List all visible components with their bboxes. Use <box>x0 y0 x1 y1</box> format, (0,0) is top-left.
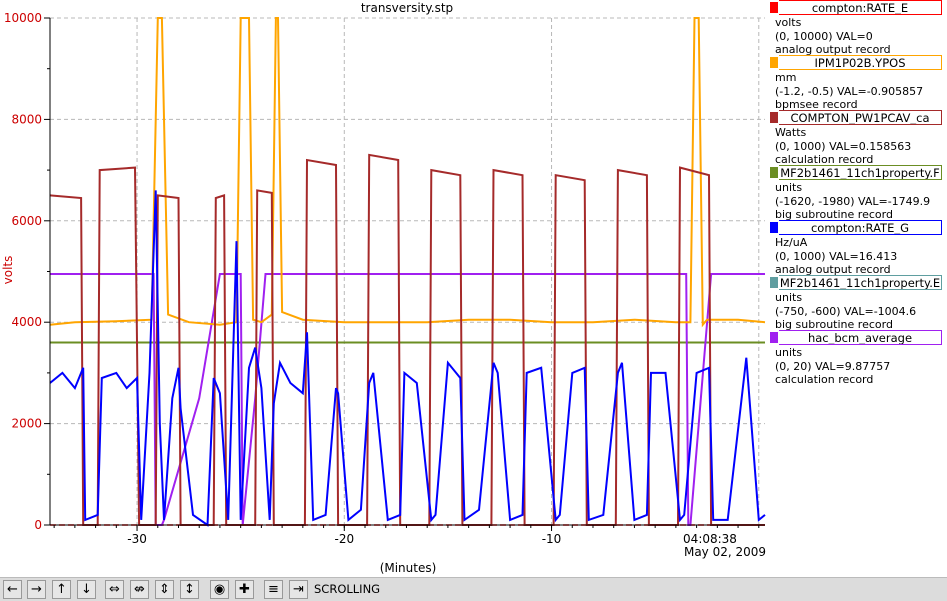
time-label: 04:08:38 <box>683 532 737 546</box>
legend-detail-line: calculation record <box>775 373 874 386</box>
legend-series-name[interactable]: compton:RATE_G <box>779 220 942 235</box>
legend-detail-line: volts <box>775 16 802 29</box>
series-line-ipm1p02b-ypos <box>49 17 766 328</box>
legend-header: compton:RATE_G <box>767 220 947 236</box>
legend-detail-line: Watts <box>775 126 807 139</box>
y-tick-label: 8000 <box>11 112 42 126</box>
legend-detail-line: analog output record <box>775 43 891 56</box>
legend-header: compton:RATE_E <box>767 0 947 16</box>
series-line-compton-rate-g <box>49 190 766 527</box>
legend-detail-line: (-1620, -1980) VAL=-1749.9 <box>775 194 931 208</box>
arrow-right-icon: → <box>31 582 42 597</box>
legend-swatch <box>770 112 778 123</box>
circle-icon: ◉ <box>213 582 226 597</box>
legend-entry-mf2b1461-11ch1property-f[interactable]: MF2b1461_11ch1property.F units (-1620, -19… <box>767 165 947 222</box>
y-tick-label: 10000 <box>4 11 42 25</box>
y-tick-label: 6000 <box>11 214 42 228</box>
legend: compton:RATE_E volts (0, 10000) VAL=0 analo… <box>767 0 947 386</box>
legend-detail-line: (-750, -600) VAL=-1004.6 <box>775 304 917 318</box>
legend-detail-line: calculation record <box>775 153 874 166</box>
toolbar-button-skip[interactable]: ⇥ <box>289 580 308 599</box>
plus-icon: ✚ <box>239 582 250 597</box>
legend-swatch <box>770 277 778 288</box>
legend-series-name[interactable]: hac_bcm_average <box>779 330 942 345</box>
legend-header: IPM1P02B.YPOS <box>767 55 947 71</box>
legend-entry-compton-rate-e[interactable]: compton:RATE_E volts (0, 10000) VAL=0 analo… <box>767 0 947 57</box>
legend-series-name[interactable]: MF2b1461_11ch1property.E <box>779 275 942 290</box>
legend-detail-line: analog output record <box>775 263 891 276</box>
legend-detail-line: big subroutine record <box>775 318 893 331</box>
toolbar-button-arrow-right[interactable]: → <box>27 580 46 599</box>
legend-detail-line: (0, 1000) VAL=0.158563 <box>775 139 912 153</box>
legend-detail-line: bpmsee record <box>775 98 858 111</box>
legend-detail-line: Hz/uA <box>775 236 808 249</box>
x-tick-label: -30 <box>127 532 147 546</box>
legend-detail-line: units <box>775 291 803 304</box>
legend-header: MF2b1461_11ch1property.F <box>767 165 947 181</box>
y-axis-label: volts <box>1 256 15 285</box>
arrow-up-icon: ↑ <box>56 582 67 597</box>
toolbar-button-compress-horizontal[interactable]: ⇎ <box>130 580 149 599</box>
legend-entry-hac-bcm-average[interactable]: hac_bcm_average units (0, 20) VAL=9.87757 c… <box>767 330 947 387</box>
legend-entry-mf2b1461-11ch1property-e[interactable]: MF2b1461_11ch1property.E units (-750, -600… <box>767 275 947 332</box>
y-tick-label: 2000 <box>11 417 42 431</box>
legend-detail-line: mm <box>775 71 797 84</box>
legend-header: hac_bcm_average <box>767 330 947 346</box>
legend-swatch <box>770 167 778 178</box>
legend-entry-compton-pw1pcav-ca[interactable]: COMPTON_PW1PCAV_ca Watts (0, 1000) VAL=0.1… <box>767 110 947 167</box>
skip-icon: ⇥ <box>293 582 304 597</box>
toolbar-button-arrow-left[interactable]: ← <box>3 580 22 599</box>
legend-series-name[interactable]: MF2b1461_11ch1property.F <box>779 165 942 180</box>
chart-title: transversity.stp <box>361 1 453 15</box>
legend-entry-ipm1p02b-ypos[interactable]: IPM1P02B.YPOS mm (-1.2, -0.5) VAL=-0.90585… <box>767 55 947 112</box>
x-tick-label: -20 <box>334 532 354 546</box>
axes: 10000 8000 6000 4000 2000 0 -30 -20 -10 <box>4 11 765 546</box>
legend-series-name[interactable]: COMPTON_PW1PCAV_ca <box>779 110 942 125</box>
autoscale-icon: ≡ <box>268 582 279 597</box>
y-tick-label: 0 <box>34 518 42 532</box>
legend-series-name[interactable]: IPM1P02B.YPOS <box>779 55 942 70</box>
toolbar: SCROLLING ← → ↑ ↓ ⇔ ⇎ ⇕ ↕ ◉ ✚ ≡ ⇥ <box>0 577 947 601</box>
legend-series-name[interactable]: compton:RATE_E <box>779 0 942 15</box>
legend-swatch <box>770 2 778 13</box>
y-tick-label: 4000 <box>11 315 42 329</box>
date-label: May 02, 2009 <box>684 545 766 559</box>
compress-horizontal-icon: ⇎ <box>134 582 145 597</box>
toolbar-button-arrow-up[interactable]: ↑ <box>52 580 71 599</box>
x-axis-label: (Minutes) <box>380 561 437 575</box>
chart-plot: 10000 8000 6000 4000 2000 0 -30 -20 -10 transver… <box>1 1 766 575</box>
legend-detail-line: (0, 1000) VAL=16.413 <box>775 249 898 263</box>
scrolling-status-label: SCROLLING <box>314 582 381 596</box>
legend-detail-line: (0, 10000) VAL=0 <box>775 29 873 43</box>
legend-detail-line: big subroutine record <box>775 208 893 221</box>
series-line-compton-pw1pcav-ca <box>49 153 765 526</box>
toolbar-button-circle[interactable]: ◉ <box>210 580 229 599</box>
legend-detail-line: (0, 20) VAL=9.87757 <box>775 359 891 373</box>
toolbar-button-expand-vertical[interactable]: ⇕ <box>155 580 174 599</box>
toolbar-button-arrow-down[interactable]: ↓ <box>77 580 96 599</box>
legend-detail-line: (-1.2, -0.5) VAL=-0.905857 <box>775 84 924 98</box>
legend-header: MF2b1461_11ch1property.E <box>767 275 947 291</box>
x-tick-label: -10 <box>542 532 562 546</box>
toolbar-button-autoscale[interactable]: ≡ <box>264 580 283 599</box>
toolbar-button-compress-vertical[interactable]: ↕ <box>180 580 199 599</box>
toolbar-button-expand-horizontal[interactable]: ⇔ <box>105 580 124 599</box>
toolbar-button-plus[interactable]: ✚ <box>235 580 254 599</box>
compress-vertical-icon: ↕ <box>184 582 195 597</box>
expand-vertical-icon: ⇕ <box>159 582 170 597</box>
legend-swatch <box>770 57 778 68</box>
expand-horizontal-icon: ⇔ <box>109 582 120 597</box>
arrow-left-icon: ← <box>7 582 18 597</box>
arrow-down-icon: ↓ <box>81 582 92 597</box>
legend-detail-line: units <box>775 181 803 194</box>
legend-swatch <box>770 332 778 343</box>
legend-header: COMPTON_PW1PCAV_ca <box>767 110 947 126</box>
legend-detail-line: units <box>775 346 803 359</box>
legend-entry-compton-rate-g[interactable]: compton:RATE_G Hz/uA (0, 1000) VAL=16.413 a… <box>767 220 947 277</box>
legend-swatch <box>770 222 778 233</box>
